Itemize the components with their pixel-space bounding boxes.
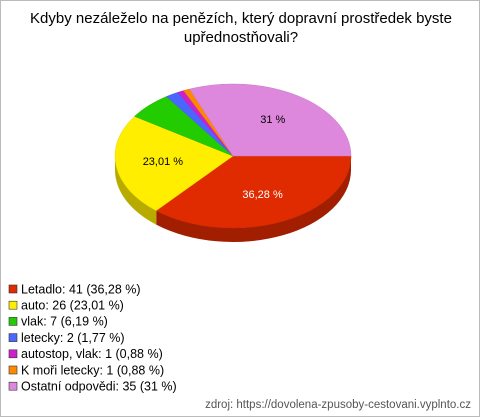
legend-label: auto: 26 (23,01 %) [21, 298, 124, 312]
legend-swatch [8, 365, 18, 375]
slice [189, 83, 352, 157]
legend-swatch [8, 317, 18, 326]
legend-label: K moři letecky: 1 (0,88 %) [21, 363, 164, 377]
value-label: 23,01 % [143, 156, 184, 168]
legend-swatch [8, 284, 18, 294]
slice-side [156, 156, 351, 242]
legend-label: letecky: 2 (1,77 %) [21, 331, 125, 345]
slice [155, 155, 352, 229]
legend-label: autostop, vlak: 1 (0,88 %) [21, 347, 163, 361]
source: zdroj: https://dovolena-zpusoby-cestovan… [205, 399, 471, 411]
slice [114, 116, 234, 211]
legend-swatch [8, 381, 18, 391]
legend-swatch [8, 349, 18, 359]
legend-label: vlak: 7 (6,19 %) [21, 315, 108, 329]
slice-side [115, 156, 157, 225]
legend-label: Ostatní odpovědi: 35 (31 %) [21, 379, 177, 393]
legend-label: Letadlo: 41 (36,28 %) [21, 282, 141, 296]
legend-swatch [8, 300, 18, 310]
value-label: 31 % [260, 114, 285, 126]
value-label: 36,28 % [242, 189, 283, 201]
legend-swatch [8, 333, 18, 342]
chart-title: Kdyby nezáleželo na penězích, který dopr… [30, 10, 452, 46]
